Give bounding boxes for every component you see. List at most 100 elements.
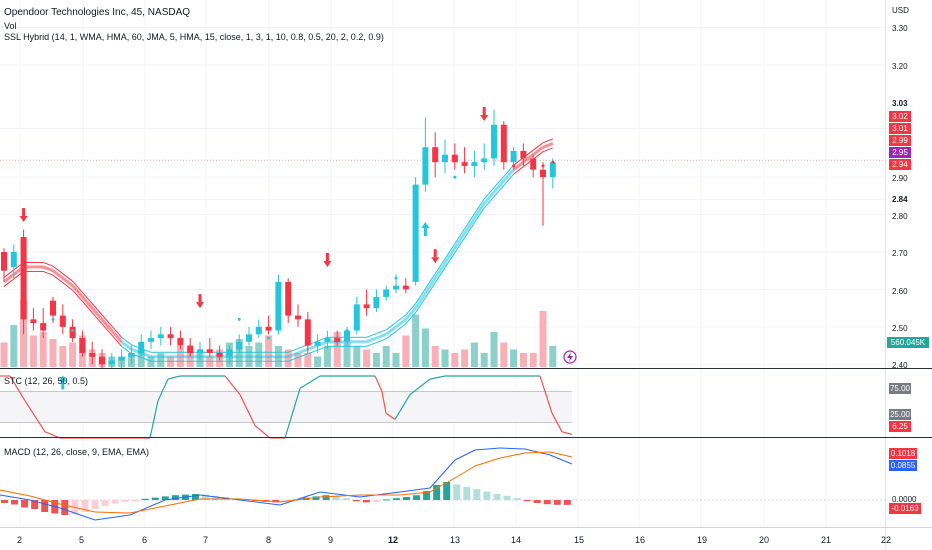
macd-line-segment bbox=[59, 507, 96, 521]
ssl-baseline-segment bbox=[415, 297, 426, 313]
candle-body bbox=[363, 304, 370, 309]
volume-bar bbox=[323, 346, 331, 367]
macd-line-segment bbox=[129, 499, 166, 516]
stc-line-segment bbox=[157, 378, 169, 402]
stc-line-segment bbox=[539, 375, 553, 414]
macd-histogram-bar bbox=[81, 500, 89, 512]
date-label: 20 bbox=[759, 535, 770, 545]
ssl-baseline-segment bbox=[385, 321, 397, 331]
candle-body bbox=[295, 315, 301, 320]
volume-bar bbox=[402, 335, 410, 367]
candle-body bbox=[216, 353, 223, 357]
macd-histogram-bar bbox=[111, 500, 119, 504]
ssl-baseline-segment bbox=[522, 153, 535, 164]
signal-dot bbox=[453, 175, 457, 179]
macd-line-tag: 0.0855 bbox=[889, 460, 917, 471]
ssl-baseline-segment bbox=[414, 292, 427, 309]
ssl-baseline-segment bbox=[121, 336, 132, 346]
ssl-baseline-segment bbox=[61, 276, 74, 287]
ssl-baseline-segment bbox=[433, 262, 447, 280]
stc-line-segment bbox=[284, 388, 301, 439]
sell-arrow-icon bbox=[431, 257, 440, 264]
ssl-baseline-segment bbox=[464, 222, 475, 239]
ssl-baseline-segment bbox=[111, 334, 122, 347]
ssl-baseline-segment bbox=[72, 289, 83, 302]
macd-histogram-bar bbox=[392, 498, 400, 500]
signal-line-segment bbox=[454, 465, 476, 479]
volume-bar bbox=[519, 353, 527, 367]
volume-bar bbox=[59, 346, 67, 367]
sell-arrow-icon bbox=[480, 115, 489, 122]
candle-body bbox=[128, 353, 135, 357]
candle-body bbox=[530, 158, 537, 170]
macd-histogram-bar bbox=[473, 489, 481, 500]
lightning-icon bbox=[567, 352, 573, 362]
candle-body bbox=[10, 251, 17, 267]
macd-histogram-bar bbox=[483, 491, 491, 500]
candle-body bbox=[167, 334, 174, 339]
price-tick: 2.70 bbox=[892, 249, 908, 258]
ssl-baseline-segment bbox=[101, 323, 113, 336]
stc-line-segment bbox=[381, 391, 387, 414]
ssl-baseline-segment bbox=[375, 332, 387, 340]
candle-body bbox=[108, 360, 115, 365]
macd-histogram-bar bbox=[171, 495, 179, 500]
volume-bar bbox=[461, 349, 469, 367]
macd-histogram-bar bbox=[372, 500, 380, 502]
candle-body bbox=[1, 251, 7, 271]
ssl-baseline-segment bbox=[483, 187, 495, 200]
date-label: 16 bbox=[635, 535, 646, 545]
volume-bar bbox=[392, 353, 400, 367]
stc-line-segment bbox=[24, 400, 46, 433]
volume-bar bbox=[549, 346, 557, 367]
ssl-baseline-segment bbox=[3, 278, 15, 287]
signal-line-segment bbox=[0, 489, 31, 497]
macd-zero-label: 0.0000 bbox=[892, 495, 917, 504]
macd-histogram-bar bbox=[362, 500, 370, 503]
price-tag-2-95: 2.95 bbox=[889, 147, 911, 158]
ssl-baseline-segment bbox=[542, 142, 554, 149]
price-tick: 2.80 bbox=[892, 212, 908, 221]
macd-histogram-bar bbox=[121, 500, 129, 502]
candle-body bbox=[442, 154, 448, 163]
macd-hist-tag: -0.0163 bbox=[889, 503, 921, 514]
macd-histogram-bar bbox=[131, 500, 139, 501]
volume-bar bbox=[363, 349, 371, 367]
volume-bar bbox=[49, 339, 57, 367]
ssl-baseline-segment bbox=[3, 269, 15, 278]
signal-line-segment bbox=[239, 498, 281, 503]
price-tick: 3.30 bbox=[892, 24, 908, 33]
signal-dot bbox=[71, 329, 75, 333]
ssl-baseline-segment bbox=[317, 345, 328, 351]
macd-histogram-bar bbox=[493, 494, 501, 500]
candle-body bbox=[275, 281, 282, 331]
macd-histogram-bar bbox=[413, 495, 421, 500]
ssl-baseline-segment bbox=[473, 207, 485, 224]
volume-tag: 560.045K bbox=[887, 337, 929, 348]
ssl-baseline-segment bbox=[52, 265, 64, 275]
ssl-baseline-segment bbox=[307, 349, 318, 355]
ssl-baseline-segment bbox=[42, 265, 54, 273]
volume-bar bbox=[431, 346, 439, 367]
candle-body bbox=[471, 162, 478, 166]
stc-line-segment bbox=[385, 412, 396, 420]
macd-histogram-bar bbox=[322, 495, 330, 500]
ssl-baseline-segment bbox=[82, 301, 93, 313]
ssl-baseline-segment bbox=[434, 267, 446, 283]
macd-histogram-bar bbox=[503, 495, 511, 500]
ssl-baseline-segment bbox=[483, 196, 495, 209]
macd-histogram-bar bbox=[212, 495, 220, 500]
candle-body bbox=[79, 338, 86, 354]
macd-histogram-bar bbox=[191, 494, 199, 500]
ssl-baseline-segment bbox=[62, 273, 73, 282]
macd-histogram-bar bbox=[1, 500, 8, 503]
candle-body bbox=[138, 341, 145, 354]
candle-body bbox=[549, 162, 556, 178]
candle-body bbox=[520, 150, 527, 159]
macd-histogram-bar bbox=[563, 500, 571, 505]
signal-line-segment bbox=[94, 511, 131, 514]
macd-signal-tag: 0.1018 bbox=[889, 448, 917, 459]
ssl-baseline-segment bbox=[493, 185, 505, 197]
date-label: 14 bbox=[511, 535, 522, 545]
